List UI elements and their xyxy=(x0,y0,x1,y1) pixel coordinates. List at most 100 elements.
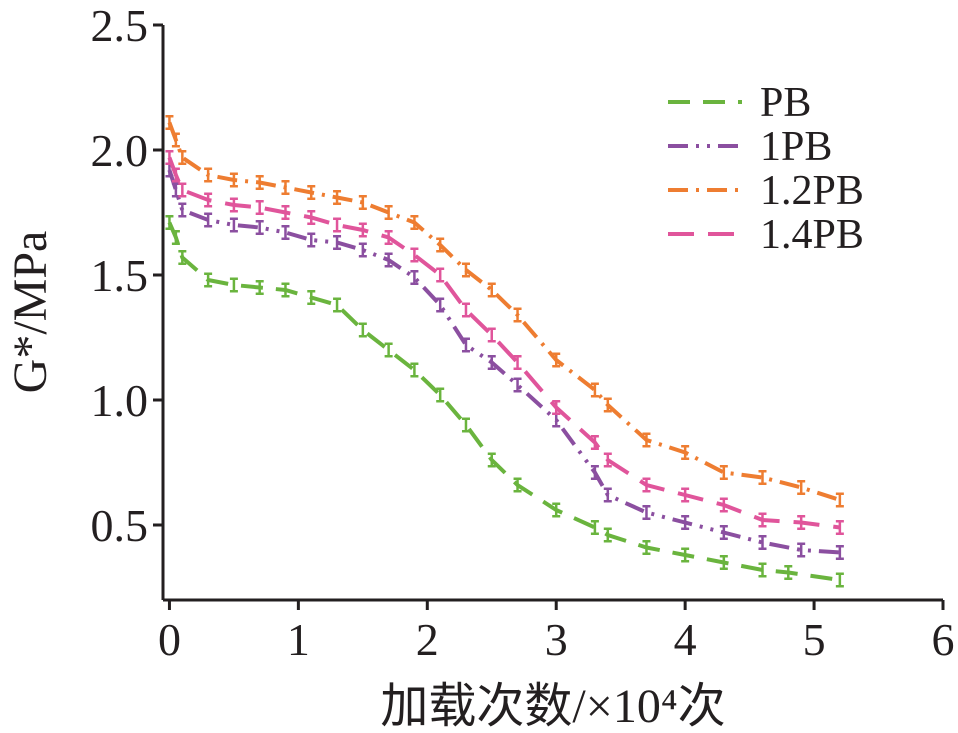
data-point xyxy=(797,542,806,558)
legend-item: 1.4PB xyxy=(668,212,864,258)
data-point xyxy=(204,272,213,288)
data-point xyxy=(333,235,342,250)
data-point xyxy=(436,237,445,253)
legend-item: 1.2PB xyxy=(668,168,864,214)
data-point xyxy=(758,512,767,528)
data-point xyxy=(307,232,316,248)
data-point xyxy=(552,412,561,428)
data-point xyxy=(513,377,522,393)
legend-label: 1.4PB xyxy=(760,212,864,258)
data-point xyxy=(229,277,238,293)
data-point xyxy=(255,175,264,190)
data-point xyxy=(590,520,599,535)
data-point xyxy=(204,212,213,228)
data-point xyxy=(681,487,690,503)
data-point xyxy=(436,267,445,283)
data-point xyxy=(204,167,213,183)
data-point xyxy=(178,182,187,198)
data-point xyxy=(178,250,187,265)
data-point xyxy=(758,470,767,485)
data-point xyxy=(229,172,238,188)
data-point xyxy=(719,465,728,480)
data-point xyxy=(333,190,342,205)
data-point xyxy=(835,492,844,508)
data-point xyxy=(358,222,367,238)
data-point xyxy=(797,515,806,530)
data-point xyxy=(410,247,419,263)
data-point xyxy=(384,230,393,245)
legend-item: 1PB xyxy=(668,124,832,170)
data-point xyxy=(229,197,238,213)
data-point xyxy=(461,337,470,353)
data-point xyxy=(461,417,470,433)
data-point xyxy=(165,150,174,165)
data-point xyxy=(171,230,180,245)
data-point xyxy=(642,540,651,555)
data-point xyxy=(281,205,290,220)
data-point xyxy=(204,192,213,208)
data-point xyxy=(281,282,290,298)
data-point xyxy=(719,525,728,540)
x-axis-title: 加载次数/×10⁴次 xyxy=(380,680,725,733)
plot-series xyxy=(165,115,844,588)
data-point xyxy=(358,195,367,210)
data-point xyxy=(835,545,844,560)
data-point xyxy=(384,252,393,268)
series-PB xyxy=(165,215,844,588)
data-point xyxy=(513,355,522,370)
series-line xyxy=(167,121,841,502)
data-point xyxy=(681,515,690,530)
data-point xyxy=(171,167,180,183)
data-point xyxy=(461,262,470,278)
data-point xyxy=(281,225,290,240)
data-point xyxy=(255,220,264,235)
axes: 0 1 2 3 4 5 6 0.5 1.0 1.5 2.0 2.5 xyxy=(91,0,955,665)
data-point xyxy=(603,527,612,543)
data-point xyxy=(255,200,264,215)
data-point xyxy=(603,397,612,413)
data-point xyxy=(719,555,728,570)
x-tick-label: 5 xyxy=(803,614,826,665)
y-tick-label: 1.5 xyxy=(91,250,149,301)
data-point xyxy=(307,290,316,305)
y-axis-title: G*/MPa xyxy=(4,231,57,394)
data-point xyxy=(552,352,561,368)
x-tick-label: 2 xyxy=(416,614,439,665)
data-point xyxy=(461,302,470,318)
data-point xyxy=(719,497,728,513)
y-tick-label: 0.5 xyxy=(91,500,149,551)
y-tick-label: 1.0 xyxy=(91,375,149,426)
series-line xyxy=(167,221,841,582)
legend-label: PB xyxy=(760,80,811,126)
data-point xyxy=(384,342,393,358)
data-point xyxy=(642,505,651,520)
data-point xyxy=(513,477,522,493)
titles: 加载次数/×10⁴次 G*/MPa xyxy=(4,231,726,733)
data-point xyxy=(384,205,393,220)
data-point xyxy=(165,115,174,130)
data-point xyxy=(642,432,651,448)
data-point xyxy=(603,487,612,503)
data-point xyxy=(835,572,844,588)
data-point xyxy=(410,270,419,285)
legend-label: 1.2PB xyxy=(760,168,864,214)
data-point xyxy=(590,382,599,398)
data-point xyxy=(307,185,316,200)
data-point xyxy=(681,445,690,460)
data-point xyxy=(171,132,180,148)
legend-item: PB xyxy=(668,80,811,126)
y-tick-label: 2.0 xyxy=(91,125,149,176)
data-point xyxy=(358,242,367,258)
data-point xyxy=(255,280,264,295)
data-point xyxy=(513,307,522,323)
data-point xyxy=(281,180,290,195)
series-line xyxy=(167,169,841,555)
data-point xyxy=(436,297,445,313)
series-1.4PB xyxy=(165,150,844,535)
data-point xyxy=(487,452,496,468)
data-point xyxy=(590,435,599,450)
data-point xyxy=(784,565,793,580)
data-point xyxy=(165,215,174,230)
